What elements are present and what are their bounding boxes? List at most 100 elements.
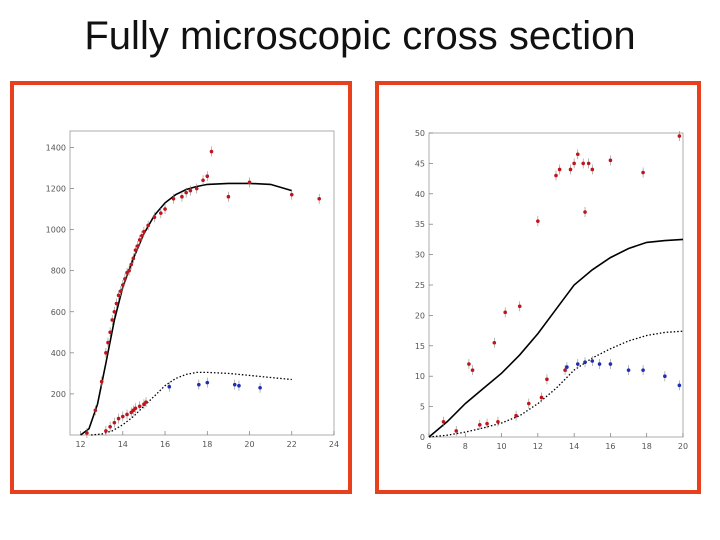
red-data-point xyxy=(492,340,497,345)
slide-title: Fully microscopic cross section xyxy=(84,14,636,58)
red-data-point xyxy=(467,362,471,366)
red-data-point xyxy=(470,368,475,372)
red-data-point xyxy=(226,194,231,199)
red-data-point xyxy=(180,194,184,199)
x-tick-label: 14 xyxy=(569,442,579,451)
y-tick-label: 1000 xyxy=(46,226,66,235)
x-tick-label: 12 xyxy=(533,442,543,451)
solid-curve xyxy=(80,182,293,436)
y-tick-label: 15 xyxy=(415,342,425,351)
blue-data-point xyxy=(608,362,613,366)
red-data-point xyxy=(478,423,482,427)
red-data-point xyxy=(129,262,134,267)
red-data-point xyxy=(209,149,214,154)
red-data-point xyxy=(441,420,446,424)
red-data-point xyxy=(677,134,682,138)
blue-data-point xyxy=(232,382,237,387)
blue-data-point xyxy=(641,368,645,372)
red-data-point xyxy=(581,161,586,166)
y-tick-label: 40 xyxy=(415,190,425,199)
red-data-point xyxy=(247,180,252,185)
left-chart-frame: 12 14 16 18 20 22 24 200 400 600 800 1000 1200 1400 xyxy=(10,81,352,494)
dotted-curve xyxy=(91,371,292,436)
blue-data-point xyxy=(167,384,172,389)
red-data-point xyxy=(137,404,142,409)
x-tick-label: 18 xyxy=(642,442,652,451)
red-data-point xyxy=(116,416,121,421)
red-data-point xyxy=(590,167,595,172)
red-data-point xyxy=(104,429,108,433)
x-tick-label: 20 xyxy=(244,440,254,449)
red-data-point xyxy=(93,408,98,413)
right-chart: 6 8 10 12 14 16 18 20 0 5 10 15 20 25 30 35 40 45 50 xyxy=(415,129,688,451)
y-tick-label: 10 xyxy=(415,372,425,381)
blue-data-point xyxy=(583,360,587,365)
y-tick-label: 45 xyxy=(415,159,425,168)
red-data-point xyxy=(496,420,500,424)
red-data-point xyxy=(137,238,142,242)
red-data-point xyxy=(194,186,199,191)
blue-data-point xyxy=(237,383,241,388)
dotted-curve xyxy=(428,330,684,438)
blue-data-point xyxy=(663,374,667,379)
red-data-point xyxy=(641,170,645,175)
y-tick-label: 200 xyxy=(51,390,66,399)
red-data-point xyxy=(201,178,205,183)
blue-data-point xyxy=(565,365,569,369)
red-data-point xyxy=(583,210,587,214)
red-data-point xyxy=(118,289,123,294)
y-tick-label: 35 xyxy=(415,220,425,229)
red-data-point xyxy=(108,330,112,335)
red-data-point xyxy=(526,401,531,406)
red-data-point xyxy=(144,400,148,404)
y-tick-label: 50 xyxy=(415,129,425,138)
y-tick-label: 400 xyxy=(51,349,66,358)
red-data-point xyxy=(517,304,522,309)
blue-data-point xyxy=(626,368,631,372)
red-data-point xyxy=(85,431,89,435)
blue-data-point xyxy=(590,359,595,363)
x-tick-label: 10 xyxy=(496,442,506,451)
red-data-point xyxy=(121,414,125,419)
red-data-point xyxy=(545,377,549,382)
y-tick-label: 1200 xyxy=(46,185,66,194)
red-data-point xyxy=(568,167,573,172)
red-data-point xyxy=(142,229,146,234)
red-data-point xyxy=(112,420,117,425)
red-data-point xyxy=(454,429,459,433)
red-data-point xyxy=(116,293,121,298)
red-data-point xyxy=(127,268,131,273)
left-chart: 12 14 16 18 20 22 24 200 400 600 800 1000 1200 1400 xyxy=(46,130,339,449)
red-data-point xyxy=(99,379,104,384)
red-data-point xyxy=(133,406,138,411)
blue-data-point xyxy=(575,362,580,366)
red-data-point xyxy=(133,248,138,252)
blue-data-point xyxy=(258,385,262,390)
x-tick-label: 16 xyxy=(605,442,615,451)
red-data-point xyxy=(317,196,322,201)
y-tick-label: 25 xyxy=(415,281,425,290)
x-tick-label: 18 xyxy=(202,440,212,449)
x-tick-label: 8 xyxy=(463,442,468,451)
red-data-point xyxy=(135,244,140,248)
red-data-point xyxy=(205,174,210,178)
y-tick-label: 0 xyxy=(420,433,425,442)
x-tick-label: 12 xyxy=(75,440,85,449)
red-data-point xyxy=(514,413,518,418)
y-tick-label: 1400 xyxy=(46,143,66,152)
red-data-point xyxy=(171,196,176,201)
red-data-point xyxy=(188,188,193,193)
y-tick-label: 20 xyxy=(415,311,425,320)
x-tick-label: 20 xyxy=(678,442,688,451)
red-data-point xyxy=(586,161,591,166)
red-data-point xyxy=(503,310,507,315)
red-data-point xyxy=(575,152,580,157)
red-data-point xyxy=(140,233,144,238)
red-data-point xyxy=(572,161,576,166)
red-data-point xyxy=(121,283,125,287)
y-tick-label: 800 xyxy=(51,267,66,276)
x-tick-label: 16 xyxy=(160,440,170,449)
red-data-point xyxy=(106,340,110,345)
red-data-point xyxy=(159,211,163,215)
red-data-point xyxy=(125,412,129,417)
